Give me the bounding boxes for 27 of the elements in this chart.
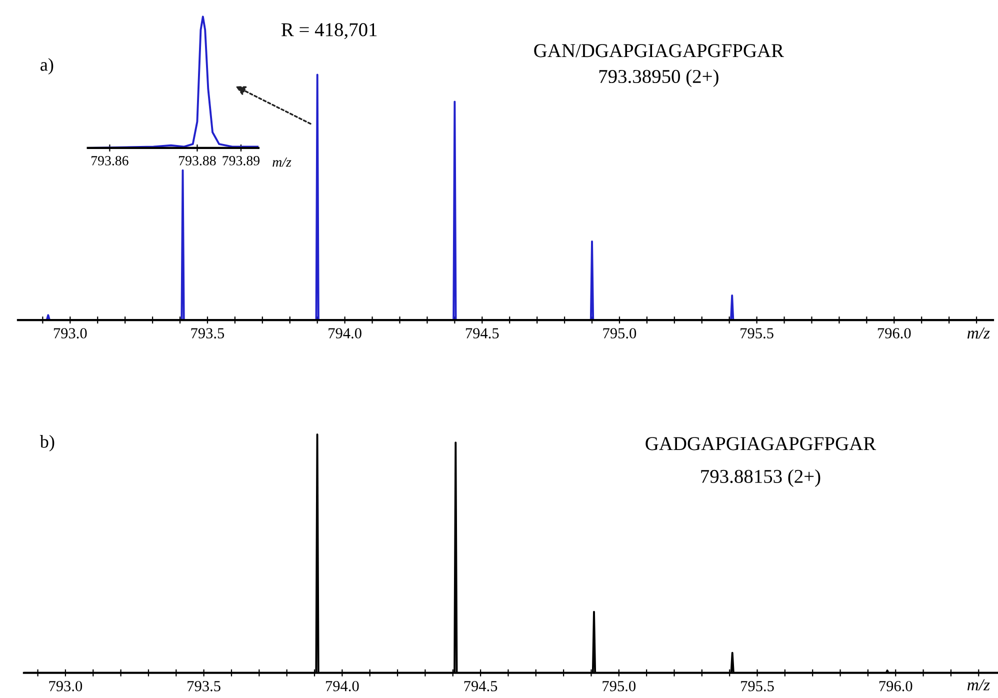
x-tick-label: 796.0: [879, 680, 912, 692]
x-tick-label: 794.0: [326, 680, 359, 692]
x-tick-label: 793.5: [191, 328, 224, 338]
annotation: b): [40, 435, 54, 452]
x-tick-label: 794.5: [464, 680, 498, 692]
x-tick-label: 794.0: [328, 328, 362, 338]
annotation: 793.38950 (2+): [599, 69, 718, 87]
text: GAN/DGAPGIAGAPGFPGAR: [534, 44, 784, 58]
x-axis-title: m/z: [967, 679, 990, 690]
x-tick-label: 793.86: [92, 156, 128, 166]
x-axis-title: m/z: [967, 327, 990, 339]
x-tick-label: 795.0: [603, 328, 636, 338]
x-axis-title: m/z: [272, 158, 292, 167]
x-tick-label: 795.0: [602, 680, 636, 692]
x-tick-label: 793.0: [54, 328, 87, 338]
x-tick-label: 793.88: [179, 156, 216, 166]
annotation: GADGAPGIAGAPGFPGAR: [646, 437, 876, 450]
x-tick-label: 795.5: [740, 328, 774, 338]
text: R = 418,701: [281, 23, 377, 40]
x-tick-label: 795.5: [741, 680, 774, 692]
text: a): [40, 58, 54, 74]
annotation: 793.88153 (2+): [701, 469, 820, 487]
x-tick-label: 796.0: [878, 328, 911, 338]
x-tick-label: 793.89: [222, 156, 260, 166]
x-tick-label: 793.5: [188, 680, 220, 692]
x-tick-label: 793.0: [49, 680, 82, 692]
x-tick-label: 794.5: [466, 328, 499, 338]
